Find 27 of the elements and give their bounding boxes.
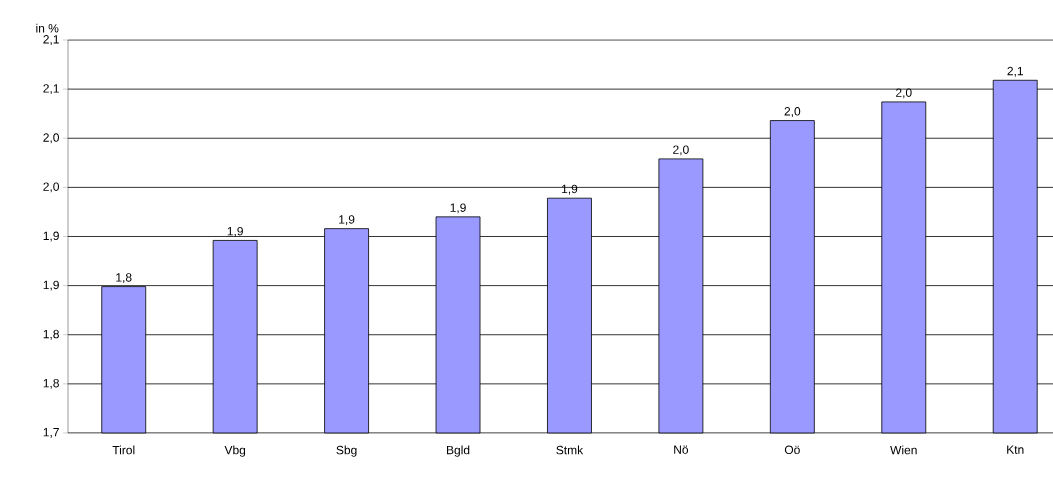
y-tick-label: 2,1 bbox=[43, 35, 59, 45]
y-axis-title: in % bbox=[36, 23, 59, 33]
x-tick-label: Sbg bbox=[336, 445, 357, 457]
data-label: 2,0 bbox=[784, 107, 801, 118]
y-tick-label: 2,0 bbox=[43, 133, 59, 144]
x-tick-label: Stmk bbox=[556, 445, 584, 455]
y-tick-label: 2,0 bbox=[43, 182, 59, 193]
y-tick-label: 1,8 bbox=[43, 329, 59, 340]
y-tick-label: 2,1 bbox=[43, 84, 59, 95]
data-label: 2,0 bbox=[896, 88, 912, 99]
data-label: 2,1 bbox=[1007, 66, 1023, 77]
data-label: 1,9 bbox=[227, 226, 243, 237]
x-tick-label: Tirol bbox=[112, 445, 135, 455]
data-label: 2,0 bbox=[673, 145, 689, 156]
x-tick-label: Bgld bbox=[447, 445, 470, 457]
y-tick-label: 1,9 bbox=[43, 280, 59, 291]
y-tick-label: 1,8 bbox=[43, 378, 59, 389]
data-label: 1,8 bbox=[116, 273, 132, 284]
y-tick-label: 1,9 bbox=[43, 231, 59, 242]
x-tick-label: Nö bbox=[674, 445, 689, 454]
y-tick-label: 1,7 bbox=[43, 428, 59, 438]
data-label: 1,9 bbox=[339, 215, 355, 226]
x-tick-label: Vbg bbox=[224, 445, 246, 457]
x-tick-label: Wien bbox=[890, 445, 917, 455]
x-tick-label: Ktn bbox=[1007, 445, 1024, 454]
data-label: 1,9 bbox=[450, 203, 466, 214]
x-tick-label: Oö bbox=[784, 445, 800, 455]
